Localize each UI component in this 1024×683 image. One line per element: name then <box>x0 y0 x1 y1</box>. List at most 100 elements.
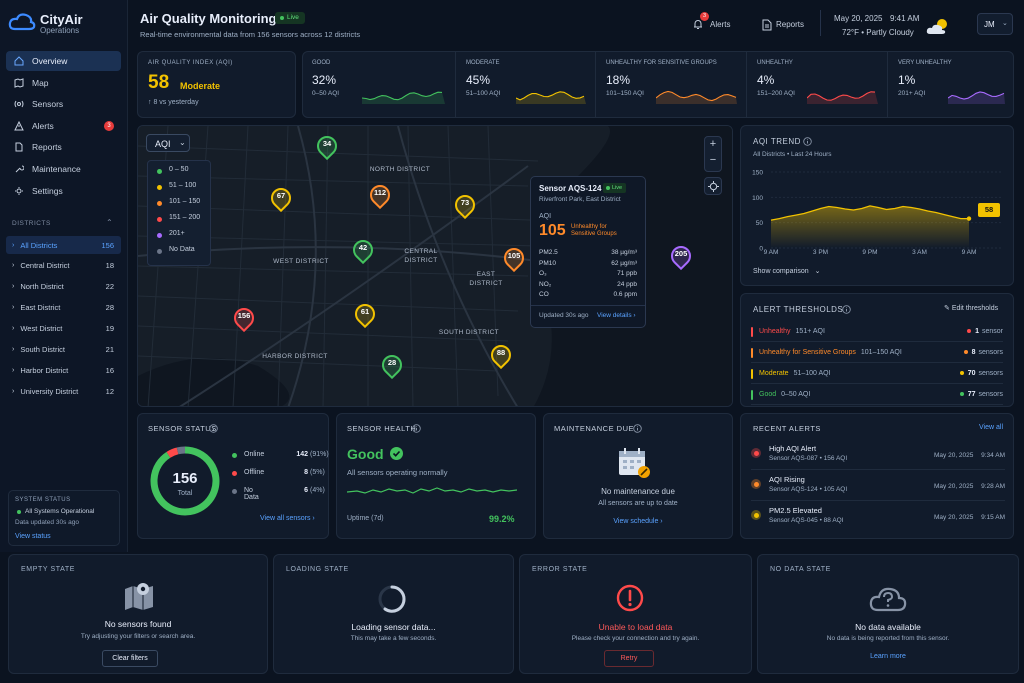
district-item[interactable]: › East District 28 <box>6 299 121 317</box>
user-menu[interactable]: JM ⌄ <box>977 13 1013 35</box>
popup-live-label: Live <box>612 185 623 191</box>
view-details-link[interactable]: View details › <box>597 312 636 319</box>
threshold-dot <box>959 371 964 376</box>
live-dot <box>280 16 284 20</box>
threshold-name: Unhealthy <box>759 328 791 335</box>
page-subtitle: Real-time environmental data from 156 se… <box>140 30 361 39</box>
bell-icon <box>694 20 702 29</box>
district-name: University District <box>20 386 79 396</box>
user-initials: JM <box>984 20 995 29</box>
chevron-down-icon: ⌄ <box>814 268 821 275</box>
retry-button[interactable]: Retry <box>604 650 654 667</box>
zoom-in-button[interactable]: + <box>709 138 717 150</box>
chevron-right-icon: › <box>12 283 15 291</box>
kpi-value: 4% <box>757 73 775 87</box>
info-icon[interactable] <box>412 424 421 433</box>
nav-item-settings[interactable]: Settings <box>6 181 121 201</box>
threshold-row[interactable]: Good 0–50 AQI 77 sensors <box>751 385 1003 405</box>
alerts-button[interactable]: 3 Alerts <box>690 12 738 34</box>
nav-item-alerts[interactable]: Alerts 3 <box>6 116 121 136</box>
nav-item-map[interactable]: Map <box>6 73 121 93</box>
nav-item-maintenance[interactable]: Maintenance <box>6 159 121 179</box>
kpi-card-good[interactable]: GOOD 32% 0–50 AQI <box>302 52 455 118</box>
kpi-label: MODERATE <box>466 60 500 66</box>
kpi-sparkline <box>362 91 445 104</box>
map-pin-icon <box>125 583 153 610</box>
clear-filters-button[interactable]: Clear filters <box>102 650 158 667</box>
district-item[interactable]: › University District 12 <box>6 382 121 400</box>
district-item[interactable]: › South District 21 <box>6 341 121 359</box>
threshold-count: 1 <box>975 328 979 335</box>
pin-value: 88 <box>496 348 506 357</box>
popup-metric-name: NO₂ <box>539 280 552 288</box>
alert-row[interactable]: AQI Rising Sensor AQS-124 • 105 AQI May 20… <box>751 471 1005 501</box>
y-tick-label: 50 <box>756 220 764 227</box>
edit-thresholds-button[interactable]: ✎ Edit thresholds <box>944 304 998 312</box>
kpi-card-unhealthy[interactable]: UNHEALTHY 4% 151–200 AQI <box>746 52 887 118</box>
district-item[interactable]: › All Districts 156 <box>6 236 121 254</box>
threshold-name: Unhealthy for Sensitive Groups <box>759 349 856 356</box>
district-name: Harbor District <box>20 365 69 375</box>
kpi-card-moderate[interactable]: MODERATE 45% 51–100 AQI <box>455 52 595 118</box>
aqi-value: 58 <box>148 72 170 93</box>
status-count: 6 <box>304 487 308 494</box>
show-comparison-button[interactable]: Show comparison ⌄ <box>753 267 820 275</box>
sensor-donut-chart <box>150 446 220 516</box>
district-map-label: NORTH DISTRICT <box>369 166 431 173</box>
loading-spinner-icon <box>378 585 406 613</box>
error-state-title: ERROR STATE <box>532 566 588 573</box>
pin-value: 105 <box>507 251 521 260</box>
error-state-sub: Please check your connection and try aga… <box>571 635 700 642</box>
view-all-alerts-link[interactable]: View all <box>979 424 1003 431</box>
kpi-card-very-unhealthy[interactable]: VERY UNHEALTHY 1% 201+ AQI <box>887 52 1014 118</box>
threshold-row[interactable]: Unhealthy 151+ AQI 1 sensor <box>751 322 1003 342</box>
popup-aqi-status: Unhealthy for Sensitive Groups <box>571 224 617 237</box>
nav-item-label: Map <box>32 77 49 88</box>
reports-button[interactable]: Reports <box>760 16 810 34</box>
district-name: East District <box>20 303 61 313</box>
district-item[interactable]: › North District 22 <box>6 278 121 296</box>
district-item[interactable]: › West District 19 <box>6 320 121 338</box>
legend-label: 51 – 100 <box>169 182 197 189</box>
threshold-row[interactable]: Unhealthy for Sensitive Groups 101–150 AQ… <box>751 343 1003 363</box>
pin-value: 156 <box>237 311 251 320</box>
map-panel[interactable]: AQI ⌄ 0 – 50 51 – 100 101 – 150 151 – 200 20… <box>137 125 733 407</box>
threshold-count: 77 <box>967 391 976 398</box>
map-layer-select[interactable]: AQI ⌄ <box>146 134 190 152</box>
info-icon[interactable] <box>209 424 218 433</box>
nav-item-sensors[interactable]: Sensors <box>6 94 121 114</box>
locate-button[interactable] <box>704 177 722 195</box>
threshold-count-group: 77 sensors <box>959 391 1003 398</box>
alert-row[interactable]: PM2.5 Elevated Sensor AQS-045 • 88 AQI May… <box>751 502 1005 532</box>
kpi-sparkline <box>948 91 1005 104</box>
chevron-right-icon: › <box>12 304 15 312</box>
y-tick-label: 150 <box>752 170 763 177</box>
zoom-out-button[interactable]: − <box>709 154 717 166</box>
info-icon[interactable] <box>803 137 812 146</box>
district-count: 19 <box>105 324 114 334</box>
thresholds-title: ALERT THRESHOLDS <box>753 305 844 314</box>
nav-item-reports[interactable]: Reports <box>6 137 121 157</box>
info-icon[interactable] <box>842 305 851 314</box>
threshold-row[interactable]: Moderate 51–100 AQI 70 sensors <box>751 364 1003 384</box>
error-icon <box>616 584 644 612</box>
district-item[interactable]: › Harbor District 16 <box>6 361 121 379</box>
threshold-range: 101–150 AQI <box>860 349 902 356</box>
alert-row[interactable]: High AQI Alert Sensor AQS-087 • 156 AQI Ma… <box>751 440 1005 470</box>
chevron-up-icon[interactable]: ⌃ <box>106 218 113 227</box>
district-item[interactable]: › Central District 18 <box>6 257 121 275</box>
view-schedule-link[interactable]: View schedule › <box>613 518 663 525</box>
alert-time: 9:28 AM <box>981 483 1005 490</box>
legend-swatch <box>157 249 162 254</box>
view-status-link[interactable]: View status <box>15 533 51 540</box>
live-badge: Live <box>275 12 305 24</box>
learn-more-link[interactable]: Learn more <box>870 653 906 660</box>
view-all-sensors-link[interactable]: View all sensors › <box>260 515 315 522</box>
status-pct: (91%) <box>310 451 329 458</box>
nav-item-overview[interactable]: Overview <box>6 51 121 71</box>
kpi-card-unhealthy-for-sensitive-groups[interactable]: UNHEALTHY FOR SENSITIVE GROUPS 18% 101–150… <box>595 52 746 118</box>
info-icon[interactable] <box>633 424 642 433</box>
aqi-label: AIR QUALITY INDEX (AQI) <box>148 60 233 66</box>
check-circle-icon <box>390 447 403 460</box>
threshold-color-bar <box>751 389 753 400</box>
